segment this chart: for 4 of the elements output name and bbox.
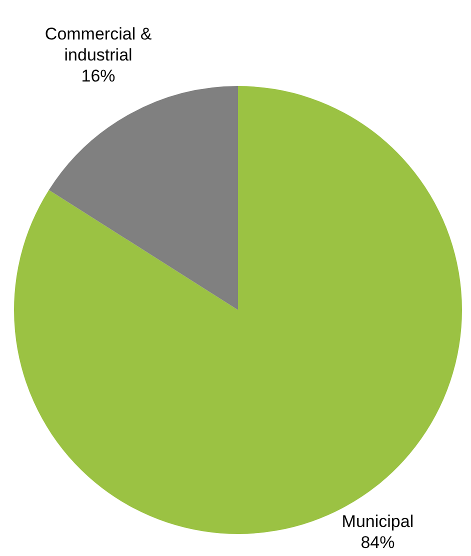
slice-label: Commercial & industrial [44,24,152,65]
data-label: 16% [81,66,116,86]
slice-label: Municipal [342,512,414,532]
data-label: 84% [360,533,395,552]
